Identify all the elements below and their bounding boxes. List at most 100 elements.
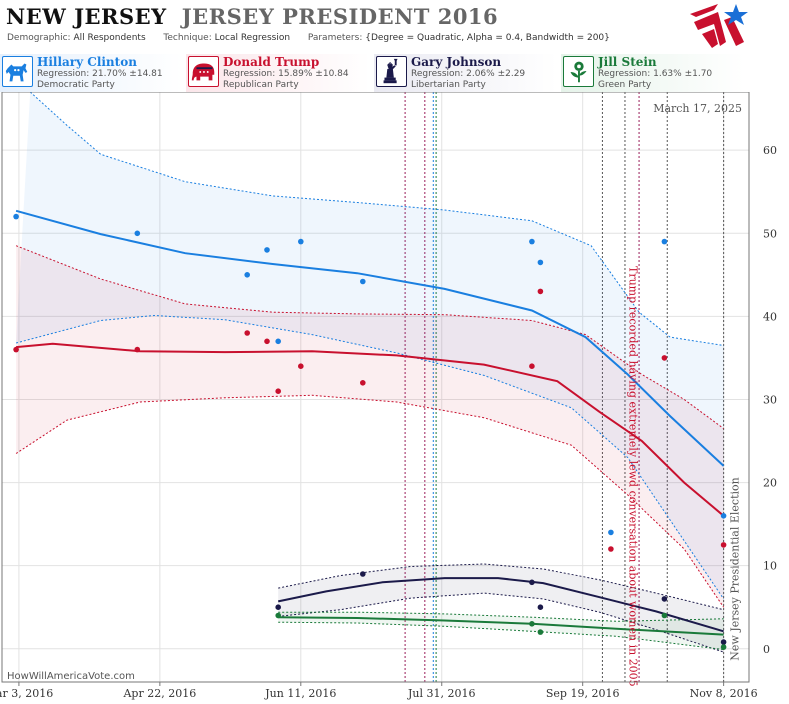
- technique-value: Local Regression: [214, 33, 291, 43]
- jill-stein-confidence-band: [278, 612, 724, 650]
- jill-stein-poll-point: [275, 612, 282, 619]
- gary-johnson-poll-point: [661, 596, 668, 602]
- hillary-clinton-poll-point: [264, 247, 270, 253]
- jill-stein-regression-line: [278, 616, 724, 636]
- hillary-clinton-poll-point: [298, 238, 304, 245]
- gary-johnson-lower-bound: [278, 592, 724, 653]
- parameters-row: Demographic: All Respondents Technique: …: [7, 33, 610, 43]
- hillary-clinton-poll-point: [13, 213, 19, 220]
- plot-frame: [1, 92, 750, 683]
- event-annotation: New Jersey Presidential Election: [729, 477, 742, 660]
- x-tick-label: Nov 8, 2016: [690, 687, 758, 700]
- race-title: JERSEY PRESIDENT 2016: [181, 4, 499, 29]
- hillary-clinton-poll-point: [134, 230, 141, 237]
- annotations: Trump recorded having extremely lewd con…: [626, 266, 741, 687]
- donald-trump-poll-point: [661, 355, 668, 361]
- gary-johnson-poll-point: [720, 639, 727, 645]
- donald-trump-poll-point: [360, 380, 366, 386]
- hillary-clinton-regression-line: [15, 209, 725, 467]
- flower-icon: [563, 56, 594, 87]
- candidate-regression: Regression: 2.06% ±2.29: [411, 69, 526, 79]
- donald-trump-poll-point: [720, 542, 727, 548]
- x-tick-label: Jun 11, 2016: [264, 687, 336, 700]
- gary-johnson-poll-point: [529, 579, 535, 586]
- regression-lines: [15, 209, 725, 636]
- axes: 0 10 20 30 40 50 60 Mar 3, 2016 Apr 22, 2016 Jun …: [0, 92, 777, 700]
- candidate-regression: Regression: 21.70% ±14.81: [37, 69, 163, 79]
- poll-points: [13, 213, 727, 650]
- gary-johnson-confidence-band: [278, 564, 724, 653]
- hillary-clinton-poll-point: [360, 278, 366, 285]
- jill-stein-lower-bound: [278, 621, 724, 651]
- y-tick-label: 10: [763, 560, 777, 573]
- confidence-bands: [16, 92, 724, 653]
- jill-stein-poll-point: [537, 629, 544, 635]
- demographic-value: All Respondents: [73, 33, 146, 43]
- legend-donald-trump: Donald Trump Regression: 15.89% ±10.84 R…: [186, 54, 370, 92]
- hillary-clinton-poll-point: [661, 238, 668, 245]
- jill-stein-poll-point: [529, 621, 535, 627]
- candidate-name: Jill Stein: [598, 55, 657, 69]
- jill-stein-upper-bound: [278, 611, 724, 622]
- hillary-clinton-poll-point: [244, 272, 250, 278]
- x-tick-label: Jul 31, 2016: [407, 687, 476, 700]
- y-tick-label: 20: [763, 477, 777, 490]
- event-annotation: Trump recorded having extremely lewd con…: [626, 266, 639, 687]
- demographic-label: Demographic:: [7, 33, 71, 43]
- hillary-clinton-poll-point: [537, 259, 544, 266]
- parameters-value: {Degree = Quadratic, Alpha = 0.4, Bandwi…: [365, 33, 610, 43]
- hillary-clinton-upper-bound: [29, 92, 724, 346]
- y-tick-label: 30: [763, 393, 777, 406]
- candidate-regression: Regression: 15.89% ±10.84: [223, 69, 349, 79]
- donald-trump-lower-bound: [15, 394, 725, 608]
- donald-trump-poll-point: [608, 546, 614, 552]
- donald-trump-poll-point: [244, 330, 250, 336]
- donald-trump-poll-point: [537, 288, 544, 295]
- gary-johnson-poll-point: [537, 604, 544, 610]
- chart-header: NEW JERSEY JERSEY PRESIDENT 2016 Demogra…: [0, 0, 789, 92]
- gary-johnson-poll-point: [275, 604, 282, 610]
- legend-gary-johnson: Gary Johnson Regression: 2.06% ±2.29 Lib…: [374, 54, 557, 92]
- chart-date-label: March 17, 2025: [653, 102, 742, 115]
- donald-trump-regression-line: [16, 342, 725, 517]
- gary-johnson-upper-bound: [278, 563, 724, 611]
- donald-trump-poll-point: [13, 346, 19, 353]
- donald-trump-upper-bound: [15, 245, 724, 429]
- hillary-clinton-confidence-band: [16, 92, 724, 599]
- x-tick-label: Sep 19, 2016: [546, 687, 620, 700]
- statue-of-liberty-icon: [376, 56, 407, 87]
- elephant-icon: [188, 56, 219, 87]
- candidate-name: Hillary Clinton: [37, 55, 137, 69]
- gary-johnson-regression-line: [277, 577, 724, 633]
- donald-trump-poll-point: [275, 388, 282, 395]
- site-logo-icon: [690, 4, 748, 48]
- jill-stein-poll-point: [661, 612, 668, 619]
- confidence-bounds: [15, 92, 725, 653]
- y-tick-label: 0: [763, 643, 770, 656]
- legend-hillary-clinton: Hillary Clinton Regression: 21.70% ±14.8…: [0, 54, 183, 92]
- y-tick-label: 60: [763, 144, 777, 157]
- candidate-party: Green Party: [598, 80, 652, 90]
- x-tick-label: Mar 3, 2016: [0, 687, 53, 700]
- candidate-regression: Regression: 1.63% ±1.70: [598, 69, 713, 79]
- donald-trump-poll-point: [529, 363, 535, 370]
- watermark: HowWillAmericaVote.com: [7, 671, 135, 682]
- technique-label: Technique:: [163, 33, 212, 43]
- candidate-name: Gary Johnson: [411, 55, 502, 69]
- candidate-party: Republican Party: [223, 80, 299, 90]
- hillary-clinton-poll-point: [720, 513, 727, 519]
- donald-trump-confidence-band: [16, 245, 724, 608]
- gary-johnson-poll-point: [360, 571, 366, 577]
- jill-stein-poll-point: [720, 644, 727, 650]
- parameters-label: Parameters:: [307, 33, 363, 43]
- y-tick-label: 40: [763, 310, 777, 323]
- x-tick-label: Apr 22, 2016: [122, 687, 196, 700]
- candidate-name: Donald Trump: [223, 55, 320, 69]
- donkey-icon: [2, 56, 33, 87]
- hillary-clinton-poll-point: [275, 338, 282, 345]
- hillary-clinton-poll-point: [608, 529, 614, 536]
- donald-trump-poll-point: [264, 338, 270, 345]
- hillary-clinton-poll-point: [529, 238, 535, 245]
- legend-jill-stein: Jill Stein Regression: 1.63% ±1.70 Green…: [561, 54, 744, 92]
- donald-trump-poll-point: [298, 363, 304, 370]
